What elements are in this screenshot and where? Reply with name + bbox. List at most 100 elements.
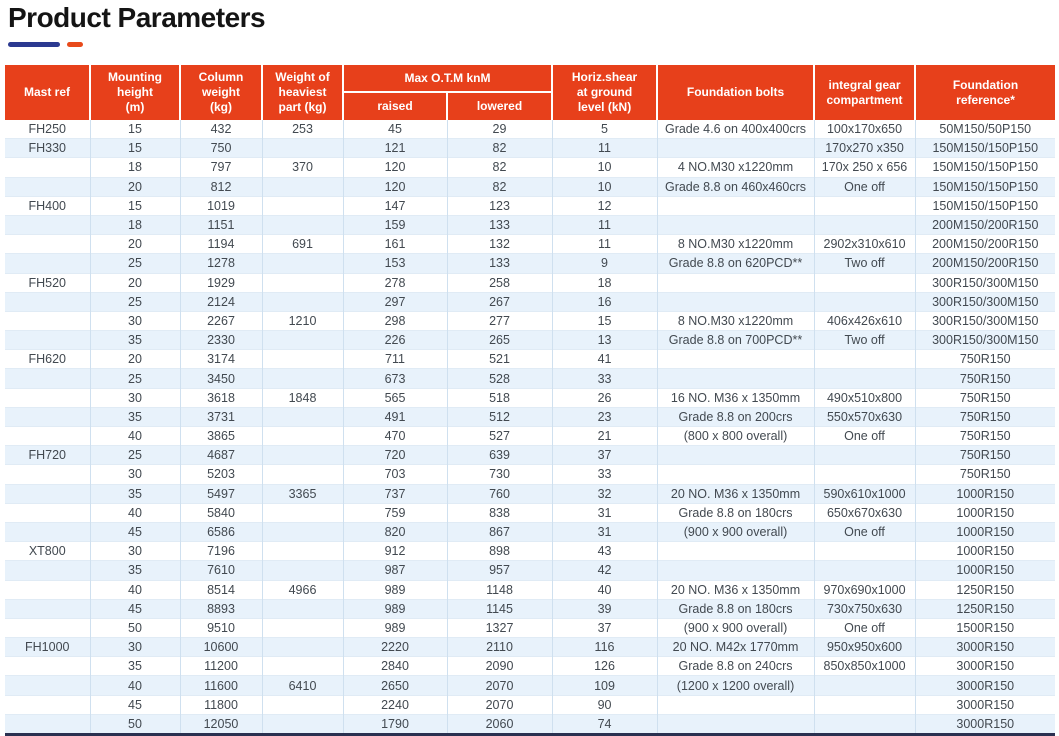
table-cell: 30: [89, 637, 180, 657]
table-cell: [261, 560, 343, 580]
header-foundation-reference: Foundation reference*: [914, 65, 1056, 120]
table-cell: [5, 387, 90, 408]
table-cell: 11: [551, 234, 658, 254]
table-cell: 2330: [179, 330, 262, 350]
table-cell: [261, 406, 343, 427]
table-cell: 133: [446, 253, 553, 273]
table-cell: 10: [551, 176, 658, 197]
table-cell: 39: [551, 598, 658, 619]
table-cell: 41: [551, 349, 658, 369]
table-cell: [656, 214, 815, 235]
table-cell: [261, 521, 343, 542]
table-row: 35 7610 987 957 42 1000R150: [5, 560, 1056, 580]
table-row: 40 11600 6410 2650 2070 109 (1200 x 1200 overa…: [5, 675, 1056, 696]
table-cell: 3450: [179, 368, 262, 389]
table-cell: [261, 598, 343, 619]
title-underline-red-bar: [67, 42, 83, 47]
table-cell: 25: [89, 445, 180, 465]
table-cell: [5, 675, 90, 696]
table-cell: 2060: [446, 713, 553, 735]
table-cell: 518: [446, 387, 553, 408]
table-cell: 590x610x1000: [813, 483, 916, 504]
table-cell: 898: [446, 541, 553, 561]
table-cell: 116: [551, 637, 658, 657]
table-cell: 258: [446, 272, 553, 293]
table-cell: 750R150: [914, 406, 1056, 427]
table-cell: 5203: [179, 464, 262, 485]
table-cell: 300R150/300M150: [914, 310, 1056, 331]
table-cell: 3865: [179, 425, 262, 446]
table-cell: [261, 195, 343, 216]
table-cell: [813, 464, 916, 485]
table-row: 25 2124 297 267 16 300R150/300M150: [5, 291, 1056, 312]
header-mounting-height: Mounting height (m): [89, 65, 180, 120]
table-row: XT800 30 7196 912 898 43 1000R150: [5, 541, 1056, 561]
table-cell: 2902x310x610: [813, 234, 916, 254]
table-cell: 150M150/150P150: [914, 195, 1056, 216]
page-title: Product Parameters: [8, 2, 266, 33]
table-cell: [813, 713, 916, 735]
table-cell: 35: [89, 483, 180, 504]
table-cell: 133: [446, 214, 553, 235]
table-row: 40 5840 759 838 31 Grade 8.8 on 180crs 650x670…: [5, 502, 1056, 523]
table-cell: [261, 464, 343, 485]
table-cell: 1250R150: [914, 598, 1056, 619]
table-cell: [261, 502, 343, 523]
table-cell: 150M150/150P150: [914, 138, 1056, 158]
table-cell: 278: [342, 272, 447, 293]
table-cell: Grade 8.8 on 180crs: [656, 598, 815, 619]
table-cell: [656, 445, 815, 465]
table-cell: 867: [446, 521, 553, 542]
table-cell: 527: [446, 425, 553, 446]
table-cell: 50M150/50P150: [914, 120, 1056, 139]
table-cell: 18: [89, 214, 180, 235]
table-cell: 1327: [446, 617, 553, 638]
table-row: 35 2330 226 265 13 Grade 8.8 on 700PCD** Two o…: [5, 330, 1056, 350]
table-cell: 265: [446, 330, 553, 350]
table-cell: 970x690x1000: [813, 579, 916, 600]
table-cell: 40: [89, 502, 180, 523]
title-underline-blue-bar: [8, 42, 60, 47]
title-underline: [8, 42, 83, 47]
table-cell: 43: [551, 541, 658, 561]
table-cell: 3174: [179, 349, 262, 369]
header-horiz-shear: Horiz.shear at ground level (kN): [551, 65, 658, 120]
table-row: 35 11200 2840 2090 126 Grade 8.8 on 240crs 850…: [5, 656, 1056, 676]
table-cell: [261, 637, 343, 657]
table-cell: Grade 8.8 on 180crs: [656, 502, 815, 523]
table-cell: FH400: [5, 195, 90, 216]
table-cell: 18: [551, 272, 658, 293]
table-cell: 5: [551, 120, 658, 139]
table-cell: 639: [446, 445, 553, 465]
table-cell: 10600: [179, 637, 262, 657]
table-cell: 11200: [179, 656, 262, 676]
table-cell: [5, 406, 90, 427]
table-cell: 35: [89, 406, 180, 427]
table-cell: 13: [551, 330, 658, 350]
table-cell: 750R150: [914, 349, 1056, 369]
table-cell: 673: [342, 368, 447, 389]
table-row: FH250 15 432 253 45 29 5 Grade 4.6 on 400x400cr…: [5, 120, 1056, 139]
table-cell: (900 x 900 overall): [656, 617, 815, 638]
table-cell: Grade 8.8 on 460x460crs: [656, 176, 815, 197]
table-cell: 406x426x610: [813, 310, 916, 331]
table-cell: [261, 368, 343, 389]
table-row: 35 3731 491 512 23 Grade 8.8 on 200crs 550x570…: [5, 406, 1056, 427]
table-cell: 82: [446, 157, 553, 178]
table-cell: [5, 330, 90, 350]
table-cell: 121: [342, 138, 447, 158]
table-cell: 521: [446, 349, 553, 369]
table-row: FH720 25 4687 720 639 37 750R150: [5, 445, 1056, 465]
table-cell: 159: [342, 214, 447, 235]
table-cell: 32: [551, 483, 658, 504]
table-cell: 1000R150: [914, 483, 1056, 504]
table-cell: 750R150: [914, 387, 1056, 408]
table-cell: 2220: [342, 637, 447, 657]
table-row: FH1000 30 10600 2220 2110 116 20 NO. M42x 1770…: [5, 637, 1056, 657]
table-cell: 987: [342, 560, 447, 580]
table-cell: 45: [89, 521, 180, 542]
table-row: 35 5497 3365 737 760 32 20 NO. M36 x 1350mm 590…: [5, 483, 1056, 504]
table-cell: 730: [446, 464, 553, 485]
table-cell: 15: [551, 310, 658, 331]
table-cell: 300R150/300M150: [914, 272, 1056, 293]
